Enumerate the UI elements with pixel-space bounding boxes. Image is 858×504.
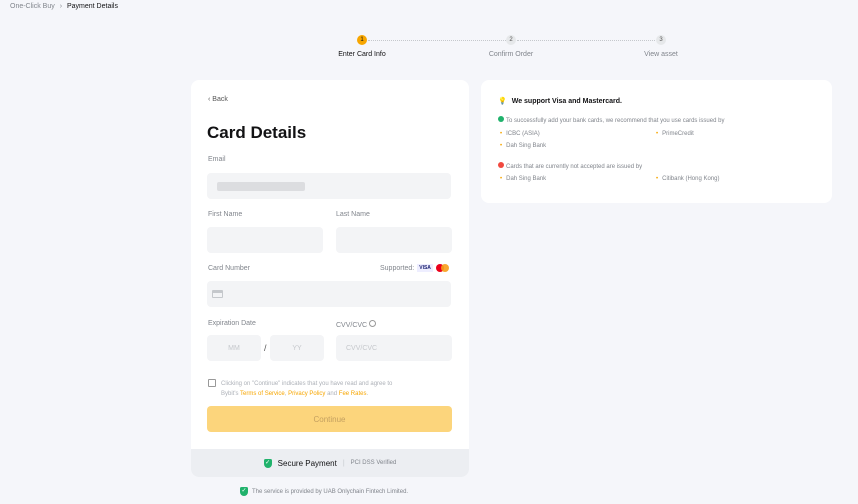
recommended-bank: ICBC (ASIA)	[500, 131, 540, 137]
privacy-link[interactable]: Privacy Policy	[288, 391, 326, 397]
expiry-year-field[interactable]: YY	[270, 335, 324, 361]
shield-check-icon: ✓	[263, 458, 272, 468]
expiry-label: Expiration Date	[208, 320, 256, 327]
first-name-label: First Name	[208, 211, 243, 218]
back-button[interactable]: ‹ Back	[208, 96, 228, 103]
supported-label: Supported:	[380, 264, 415, 272]
step-view-asset: 3 View asset	[621, 35, 701, 58]
step-enter-card-info: 1 Enter Card Info	[322, 35, 402, 58]
recommend-text: To successfully add your bank cards, we …	[498, 116, 724, 124]
cvv-label: CVV/CVC	[336, 320, 377, 329]
visa-icon: VISA	[417, 264, 433, 272]
step-label: Confirm Order	[488, 51, 534, 58]
step-number: 1	[357, 35, 367, 45]
rejected-bank: Dah Sing Bank	[500, 176, 546, 182]
recommended-bank: Dah Sing Bank	[500, 143, 546, 149]
agree-prefix: Clicking on "Continue" indicates that yo…	[221, 381, 393, 397]
step-number: 3	[656, 35, 666, 45]
recommended-bank: PrimeCredit	[656, 131, 694, 137]
divider: |	[342, 459, 345, 467]
period: .	[366, 391, 369, 397]
email-label: Email	[208, 156, 226, 163]
credit-card-icon	[212, 290, 223, 298]
service-note: ✓ The service is provided by UAB Onlychai…	[240, 487, 408, 496]
supported-cards: Supported: VISA	[380, 264, 449, 272]
comma: ,	[284, 391, 289, 397]
card-number-field[interactable]	[207, 281, 451, 307]
breadcrumb-separator: ›	[59, 3, 63, 10]
supported-cards-panel: 💡 We support Visa and Mastercard. To succ…	[481, 80, 832, 203]
mastercard-icon	[435, 264, 449, 272]
fee-rates-link[interactable]: Fee Rates	[338, 391, 367, 397]
terms-link[interactable]: Terms of Service	[240, 391, 285, 397]
agreement-text: Clicking on "Continue" indicates that yo…	[221, 379, 411, 399]
recommend-label: To successfully add your bank cards, we …	[506, 118, 725, 124]
step-connector	[368, 40, 506, 41]
continue-button[interactable]: Continue	[207, 406, 452, 432]
expiry-month-field[interactable]: MM	[207, 335, 261, 361]
step-label: Enter Card Info	[338, 51, 386, 58]
email-field[interactable]	[207, 173, 451, 199]
lightbulb-icon: 💡	[498, 98, 507, 105]
card-details-form: ‹ Back Card Details Email First Name Las…	[191, 80, 469, 477]
chevron-left-icon: ‹	[208, 96, 211, 103]
step-label: View asset	[644, 51, 678, 58]
page-title: Card Details	[207, 123, 307, 142]
agree-checkbox[interactable]	[208, 379, 216, 387]
first-name-field[interactable]	[207, 227, 323, 253]
pci-label: PCI DSS Verified	[350, 460, 397, 466]
expiry-slash: /	[264, 343, 267, 353]
cvv-field[interactable]: CVV/CVC	[336, 335, 452, 361]
secure-payment-footer: ✓ Secure Payment | PCI DSS Verified	[191, 449, 469, 477]
and: and	[325, 391, 339, 397]
info-title: 💡 We support Visa and Mastercard.	[498, 97, 622, 105]
breadcrumb-current: Payment Details	[66, 3, 118, 10]
not-accepted-text: Cards that are currently not accepted ar…	[498, 162, 642, 170]
error-circle-icon	[498, 162, 504, 168]
info-icon[interactable]	[369, 320, 377, 327]
last-name-field[interactable]	[336, 227, 452, 253]
check-circle-icon	[498, 116, 504, 122]
step-confirm-order: 2 Confirm Order	[471, 35, 551, 58]
last-name-label: Last Name	[336, 211, 370, 218]
rejected-bank: Citibank (Hong Kong)	[656, 176, 719, 182]
shield-check-icon: ✓	[240, 487, 248, 496]
service-note-text: The service is provided by UAB Onlychain…	[252, 488, 409, 495]
step-number: 2	[506, 35, 516, 45]
card-number-label: Card Number	[208, 265, 251, 272]
info-title-text: We support Visa and Mastercard.	[511, 98, 622, 105]
secure-payment-label: Secure Payment	[277, 458, 337, 468]
breadcrumb-parent[interactable]: One-Click Buy	[10, 3, 55, 10]
back-label: Back	[212, 96, 228, 103]
breadcrumb: One-Click Buy › Payment Details	[10, 3, 118, 10]
cvv-label-text: CVV/CVC	[336, 322, 368, 329]
not-accepted-label: Cards that are currently not accepted ar…	[506, 164, 643, 170]
step-connector	[517, 40, 655, 41]
email-redacted	[217, 181, 305, 191]
